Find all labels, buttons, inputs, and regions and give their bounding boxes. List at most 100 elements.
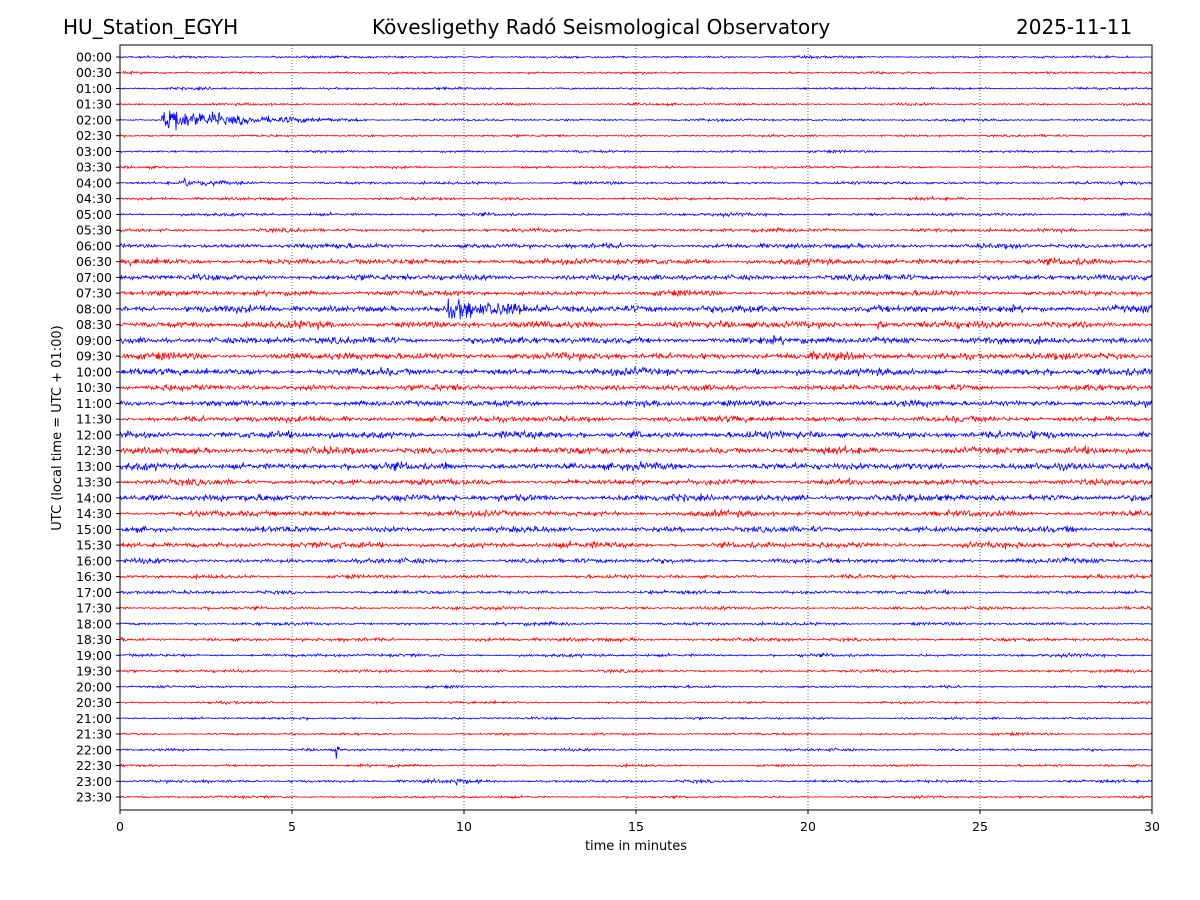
y-tick-label: 19:30	[76, 664, 112, 679]
trace-1900	[119, 651, 1152, 659]
y-tick-label: 15:30	[76, 538, 112, 553]
x-tick-label: 0	[116, 819, 124, 834]
station-name: HU_Station_EGYH	[63, 15, 239, 39]
trace-2030	[119, 699, 1152, 706]
y-tick-label: 21:00	[76, 711, 112, 726]
trace-0900	[119, 334, 1153, 346]
y-tick-label: 14:30	[76, 506, 112, 521]
y-tick-label: 14:00	[76, 490, 112, 505]
trace-0530	[119, 226, 1153, 234]
y-tick-label: 21:30	[76, 727, 112, 742]
y-tick-label: 04:30	[76, 191, 112, 206]
y-tick-label: 22:30	[76, 758, 112, 773]
trace-1930	[119, 668, 1153, 674]
y-tick-label: 17:30	[76, 601, 112, 616]
y-tick-label: 06:00	[76, 238, 112, 253]
trace-1100	[119, 398, 1153, 409]
trace-0000	[119, 54, 1153, 60]
trace-1600	[119, 556, 1153, 565]
trace-1130	[119, 414, 1153, 425]
trace-2230	[119, 762, 1153, 769]
trace-2100	[119, 715, 1152, 722]
x-tick-label: 30	[1144, 819, 1160, 834]
y-tick-label: 03:30	[76, 160, 112, 175]
y-tick-label: 17:00	[76, 585, 112, 600]
x-tick-label: 10	[456, 819, 472, 834]
trace-0130	[119, 101, 1152, 108]
trace-0600	[119, 241, 1153, 251]
y-tick-label: 15:00	[76, 522, 112, 537]
trace-0730	[119, 289, 1153, 298]
y-tick-label: 12:30	[76, 443, 112, 458]
y-tick-label: 01:30	[76, 97, 112, 112]
y-tick-label: 20:00	[76, 679, 112, 694]
trace-2300	[119, 778, 1153, 787]
y-tick-label: 13:30	[76, 475, 112, 490]
y-tick-label: 12:00	[76, 427, 112, 442]
trace-1830	[119, 636, 1153, 644]
trace-1030	[119, 383, 1153, 393]
trace-1330	[119, 476, 1153, 487]
y-tick-label: 11:00	[76, 396, 112, 411]
trace-0030	[119, 70, 1152, 76]
trace-0400	[119, 177, 1152, 188]
trace-0830	[119, 319, 1153, 331]
y-tick-label: 00:30	[76, 65, 112, 80]
trace-2000	[119, 684, 1153, 690]
y-tick-label: 18:00	[76, 616, 112, 631]
y-tick-label: 19:00	[76, 648, 112, 663]
trace-1800	[120, 620, 1152, 628]
y-tick-label: 23:00	[76, 774, 112, 789]
trace-0230	[119, 133, 1153, 139]
trace-0630	[119, 256, 1153, 268]
x-axis-label: time in minutes	[585, 839, 687, 854]
trace-0200	[119, 110, 1152, 131]
y-tick-label: 02:00	[76, 112, 112, 127]
y-tick-label: 08:30	[76, 317, 112, 332]
y-tick-label: 22:00	[76, 742, 112, 757]
y-tick-label: 09:30	[76, 349, 112, 364]
date-label: 2025-11-11	[1016, 15, 1133, 39]
x-tick-label: 25	[972, 819, 988, 834]
y-tick-label: 04:00	[76, 175, 112, 190]
y-tick-label: 05:00	[76, 207, 112, 222]
trace-1730	[119, 605, 1153, 612]
trace-0300	[119, 148, 1152, 155]
trace-0800	[119, 298, 1153, 320]
trace-1700	[119, 588, 1153, 596]
trace-0330	[119, 164, 1152, 170]
y-tick-label: 23:30	[76, 790, 112, 805]
trace-1630	[119, 572, 1152, 581]
y-tick-label: 05:30	[76, 223, 112, 238]
y-tick-label: 08:00	[76, 301, 112, 316]
y-tick-label: 16:30	[76, 569, 112, 584]
trace-0430	[120, 195, 1153, 202]
trace-1430	[119, 508, 1153, 519]
trace-1300	[119, 461, 1153, 472]
y-tick-label: 02:30	[76, 128, 112, 143]
y-tick-label: 03:00	[76, 144, 112, 159]
x-tick-label: 15	[628, 819, 644, 834]
y-tick-label: 01:00	[76, 81, 112, 96]
y-tick-label: 10:00	[76, 364, 112, 379]
trace-2330	[119, 794, 1152, 800]
y-tick-label: 10:30	[76, 380, 112, 395]
y-tick-label: 06:30	[76, 254, 112, 269]
trace-1530	[119, 540, 1153, 550]
trace-1400	[119, 493, 1153, 503]
chart-title: Kövesligethy Radó Seismological Observat…	[372, 15, 831, 39]
y-tick-label: 09:00	[76, 333, 112, 348]
y-tick-label: 16:00	[76, 553, 112, 568]
trace-0500	[119, 211, 1153, 218]
y-tick-label: 00:00	[76, 50, 112, 65]
trace-1200	[119, 429, 1152, 440]
y-tick-label: 13:00	[76, 459, 112, 474]
y-tick-label: 20:30	[76, 695, 112, 710]
trace-0930	[119, 349, 1153, 362]
y-tick-label: 07:30	[76, 286, 112, 301]
y-tick-label: 18:30	[76, 632, 112, 647]
trace-1230	[119, 445, 1153, 456]
trace-0100	[119, 85, 1153, 92]
trace-0700	[119, 272, 1153, 282]
